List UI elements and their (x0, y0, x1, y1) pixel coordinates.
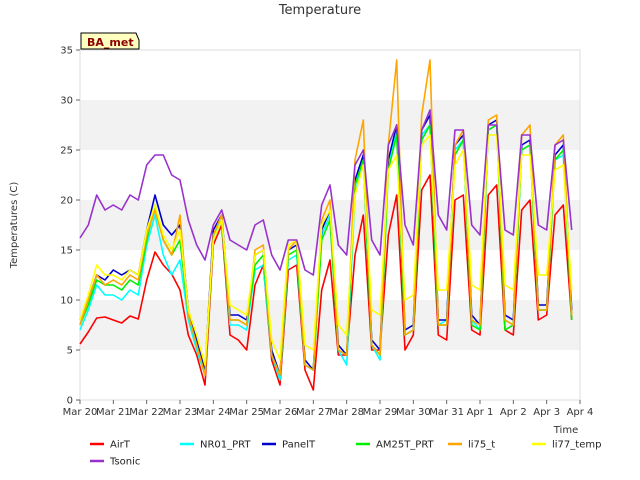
x-tick-label: Mar 20 (63, 407, 98, 418)
station-badge-label: BA_met (87, 36, 134, 49)
x-tick-label: Apr 3 (533, 407, 560, 418)
legend-label-li77-temp: li77_temp (552, 440, 601, 451)
x-tick-label: Mar 28 (329, 407, 364, 418)
grid-band (80, 150, 580, 200)
station-badge-box (80, 32, 140, 50)
x-tick-label: Mar 23 (163, 407, 198, 418)
x-tick-label: Mar 29 (363, 407, 398, 418)
series-line-tsonic (79, 109, 573, 276)
y-tick-label: 35 (60, 46, 73, 57)
legend-label-am25t-prt: AM25T_PRT (376, 440, 435, 451)
y-tick-label: 30 (60, 96, 73, 107)
chart-title: Temperature (278, 3, 361, 18)
x-tick-label: Mar 25 (229, 407, 264, 418)
series-line-li77-temp (79, 134, 573, 366)
y-tick-label: 10 (60, 296, 73, 307)
x-tick-label: Mar 26 (263, 407, 298, 418)
x-tick-label: Mar 31 (429, 407, 464, 418)
grid-band (80, 350, 580, 400)
y-tick-label: 25 (60, 146, 73, 157)
y-tick-label: 20 (60, 196, 73, 207)
grid-band (80, 100, 580, 150)
grid-band (80, 50, 580, 100)
y-tick-label: 5 (67, 346, 73, 357)
plot-border (79, 49, 581, 401)
y-axis-ticks: 0 5 10 15 20 25 30 35 (60, 46, 80, 407)
y-axis-title: Temperatures (C) (9, 182, 20, 270)
grid-band (80, 300, 580, 350)
station-badge: BA_met (80, 32, 140, 50)
series-line-li75-t (79, 59, 573, 376)
x-tick-label: Mar 30 (396, 407, 431, 418)
x-tick-label: Apr 4 (567, 407, 594, 418)
legend: AirT NR01_PRT PanelT AM25T_PRT li75_t li77_te… (90, 440, 601, 468)
plot-frame (79, 49, 581, 401)
grid-band (80, 250, 580, 300)
legend-label-nr01-prt: NR01_PRT (200, 440, 251, 451)
x-tick-label: Apr 1 (467, 407, 494, 418)
x-axis-title: Time (553, 425, 578, 436)
y-tick-label: 0 (67, 396, 73, 407)
legend-label-tsonic: Tsonic (109, 457, 140, 468)
x-tick-label: Mar 27 (296, 407, 331, 418)
series-layer (79, 59, 573, 391)
y-tick-label: 15 (60, 246, 73, 257)
legend-label-li75-t: li75_t (468, 440, 495, 451)
legend-label-airt: AirT (110, 440, 131, 451)
series-line-panelt (79, 114, 573, 376)
legend-label-panelt: PanelT (282, 440, 316, 451)
x-tick-label: Mar 24 (196, 407, 231, 418)
series-line-airt (79, 174, 573, 391)
x-tick-label: Apr 2 (500, 407, 527, 418)
x-tick-label: Mar 22 (129, 407, 164, 418)
x-tick-label: Mar 21 (96, 407, 131, 418)
